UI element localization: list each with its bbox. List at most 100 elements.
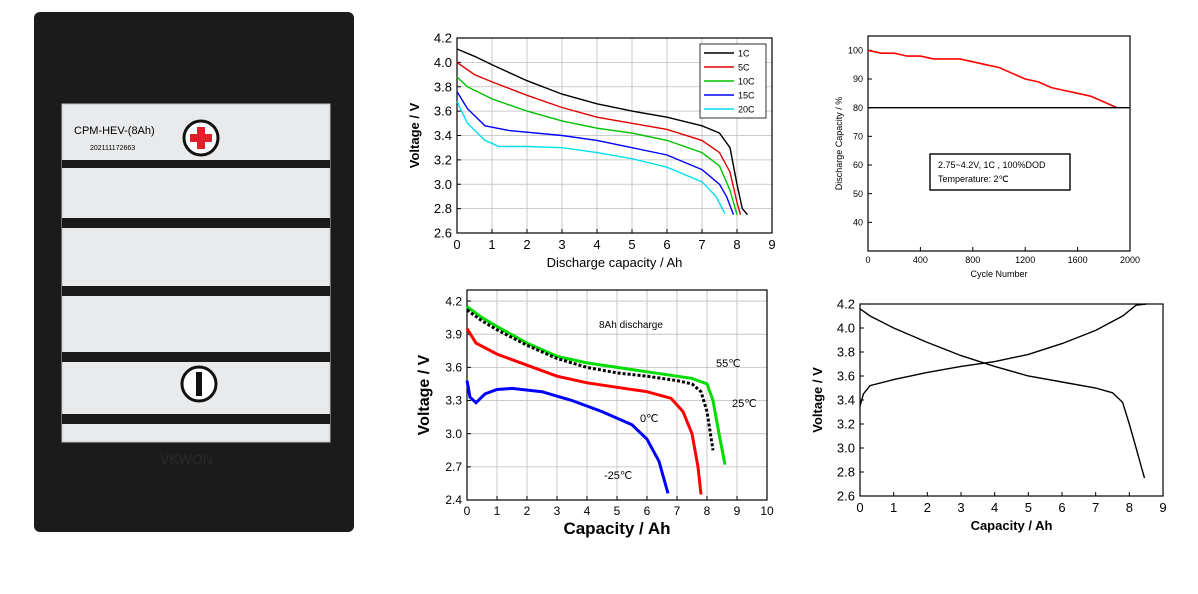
x-tick-label: 10 [760, 504, 774, 518]
annotation-text: Temperature: 2℃ [938, 174, 1009, 184]
x-tick-label: 7 [698, 237, 705, 252]
x-tick-label: 4 [593, 237, 600, 252]
series-line-1C [456, 48, 749, 216]
series-line-0 [465, 327, 703, 495]
legend-label: 20C [738, 105, 755, 115]
y-tick-label: 70 [853, 131, 863, 141]
x-tick-label: 9 [1159, 500, 1166, 515]
x-axis-label: Capacity / Ah [971, 518, 1053, 533]
y-tick-label: 3.0 [837, 441, 855, 456]
y-tick-label: 50 [853, 189, 863, 199]
x-tick-label: 8 [704, 504, 711, 518]
series-line-25 [466, 308, 715, 451]
x-tick-label: 1600 [1068, 255, 1088, 265]
series-line-10C [456, 76, 738, 215]
y-tick-label: 100 [848, 45, 863, 55]
series-line--25 [465, 380, 670, 494]
x-tick-label: 4 [991, 500, 998, 515]
y-tick-label: 4.2 [837, 297, 855, 312]
x-tick-label: 1 [890, 500, 897, 515]
legend-label: 5C [738, 63, 750, 73]
legend-label: 15C [738, 91, 755, 101]
x-tick-label: 5 [1025, 500, 1032, 515]
series-line-20C [456, 101, 726, 214]
series-label: 0℃ [640, 413, 658, 425]
y-tick-label: 3.6 [445, 361, 462, 375]
annotation-box [929, 153, 1071, 191]
x-tick-label: 3 [554, 504, 561, 518]
x-tick-label: 7 [1092, 500, 1099, 515]
y-tick-label: 40 [853, 217, 863, 227]
strap [62, 218, 330, 228]
x-tick-label: 6 [644, 504, 651, 518]
x-tick-label: 1 [488, 237, 495, 252]
series-line-5C [456, 61, 742, 215]
x-tick-label: 9 [734, 504, 741, 518]
x-tick-label: 0 [464, 504, 471, 518]
x-tick-label: 5 [614, 504, 621, 518]
y-tick-label: 2.8 [434, 201, 452, 216]
y-tick-label: 2.8 [837, 465, 855, 480]
y-tick-label: 3.2 [837, 417, 855, 432]
series-line-curve-0 [859, 308, 1146, 479]
chart-title: 8Ah discharge [599, 320, 663, 331]
y-axis-label: Discharge Capacity / % [834, 97, 844, 191]
y-tick-label: 3.8 [837, 345, 855, 360]
y-axis-label: Voltage / V [416, 354, 433, 435]
x-tick-label: 6 [663, 237, 670, 252]
legend-label: 1C [738, 49, 750, 59]
x-tick-label: 7 [674, 504, 681, 518]
y-tick-label: 3.3 [445, 394, 462, 408]
x-tick-label: 0 [856, 500, 863, 515]
y-axis-label: Voltage / V [810, 367, 825, 433]
y-tick-label: 3.4 [434, 128, 452, 143]
y-tick-label: 60 [853, 160, 863, 170]
battery-serial-label: 202111172663 [90, 145, 135, 152]
x-tick-label: 0 [453, 237, 460, 252]
x-tick-label: 2 [924, 500, 931, 515]
x-tick-label: 2 [523, 237, 530, 252]
x-tick-label: 2000 [1120, 255, 1140, 265]
y-tick-label: 2.6 [434, 226, 452, 241]
x-tick-label: 8 [733, 237, 740, 252]
y-axis-label: Voltage / V [407, 102, 422, 168]
y-tick-label: 4.2 [445, 294, 462, 308]
y-tick-label: 80 [853, 103, 863, 113]
y-tick-label: 3.0 [445, 427, 462, 441]
x-axis-label: Capacity / Ah [563, 519, 670, 538]
x-tick-label: 0 [865, 255, 870, 265]
x-tick-label: 8 [1126, 500, 1133, 515]
y-tick-label: 4.0 [837, 321, 855, 336]
legend-label: 10C [738, 77, 755, 87]
strap [62, 352, 330, 362]
y-tick-label: 3.6 [434, 104, 452, 119]
y-tick-label: 2.4 [445, 493, 462, 507]
y-tick-label: 3.2 [434, 152, 452, 167]
series-line-55 [466, 305, 727, 465]
y-tick-label: 3.8 [434, 79, 452, 94]
series-label: -25℃ [604, 470, 632, 482]
x-tick-label: 2 [524, 504, 531, 518]
plot-frame [867, 35, 1131, 252]
x-tick-label: 4 [584, 504, 591, 518]
series-line-curve-0 [867, 49, 1118, 109]
x-tick-label: 1200 [1015, 255, 1035, 265]
series-line-curve-1 [859, 303, 1147, 407]
x-tick-label: 6 [1058, 500, 1065, 515]
y-tick-label: 2.7 [445, 460, 462, 474]
series-line-15C [456, 91, 735, 215]
strap [62, 160, 330, 168]
x-tick-label: 5 [628, 237, 635, 252]
y-tick-label: 4.2 [434, 31, 452, 46]
x-axis-label: Cycle Number [970, 269, 1027, 279]
x-tick-label: 9 [768, 237, 775, 252]
y-tick-label: 3.9 [445, 327, 462, 341]
annotation-text: 2.75~4.2V, 1C , 100%DOD [938, 160, 1046, 170]
x-tick-label: 400 [913, 255, 928, 265]
y-tick-label: 90 [853, 74, 863, 84]
strap [62, 286, 330, 296]
